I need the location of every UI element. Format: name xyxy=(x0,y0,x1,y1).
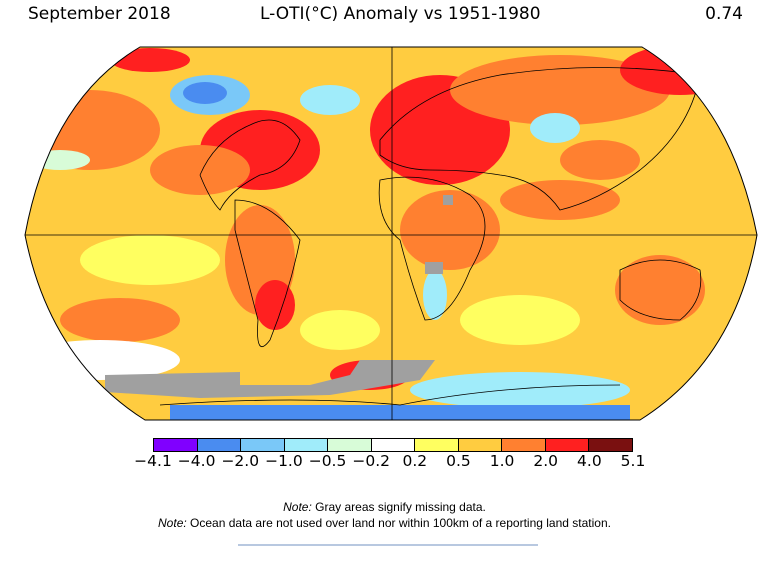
coastlines xyxy=(159,67,702,406)
colorbar-tick-label: 2.0 xyxy=(533,452,559,470)
note-text: Ocean data are not used over land nor wi… xyxy=(186,516,611,530)
note-label: Note: xyxy=(158,516,187,530)
note-text: Gray areas signify missing data. xyxy=(311,500,486,514)
colorbar-swatch xyxy=(415,439,459,451)
warm-regions xyxy=(25,47,740,390)
colorbar-swatch xyxy=(328,439,372,451)
colorbar-swatch xyxy=(371,439,416,451)
colorbar-tick-label: 0.2 xyxy=(402,452,428,470)
colorbar-tick-label: −0.5 xyxy=(308,452,347,470)
note-missing-data: Note: Gray areas signify missing data. xyxy=(0,500,769,514)
colorbar-tick-label: 1.0 xyxy=(489,452,515,470)
note-ocean-data: Note: Ocean data are not used over land … xyxy=(0,516,769,530)
global-mean-value: 0.74 xyxy=(705,4,743,24)
period-label: September 2018 xyxy=(28,4,171,24)
colorbar-tick-label: −4.1 xyxy=(134,452,172,470)
colorbar-tick-label: −4.0 xyxy=(177,452,216,470)
colorbar-swatch xyxy=(241,439,285,451)
cool-regions xyxy=(30,75,630,420)
missing-data-regions xyxy=(105,195,453,398)
colorbar-tick-label: −0.2 xyxy=(352,452,390,470)
colorbar-swatch xyxy=(458,439,503,451)
colorbar-swatch xyxy=(197,439,242,451)
map-border xyxy=(24,46,758,421)
colorbar-swatch xyxy=(154,439,198,451)
colorbar-tick-label: 4.0 xyxy=(577,452,602,470)
colorbar-ticks: −4.1 −4.0 −2.0 −1.0 −0.5 −0.2 0.2 0.5 1.0 2.0 4.0 5… xyxy=(0,452,769,474)
colorbar-tick-label: −1.0 xyxy=(265,452,303,470)
colorbar-swatch xyxy=(589,439,633,451)
note-label: Note: xyxy=(283,500,312,514)
colorbar-tick-label: −2.0 xyxy=(221,452,260,470)
colorbar-swatch xyxy=(502,439,546,451)
colorbar-tick-label: 5.1 xyxy=(620,452,646,470)
map-title: L-OTI(°C) Anomaly vs 1951-1980 xyxy=(260,4,541,24)
colorbar-tick-label: 0.5 xyxy=(446,452,471,470)
colorbar-swatch xyxy=(284,439,329,451)
anomaly-map xyxy=(24,46,758,421)
colorbar-swatch xyxy=(545,439,590,451)
colorbar xyxy=(153,438,633,452)
divider xyxy=(238,544,538,546)
